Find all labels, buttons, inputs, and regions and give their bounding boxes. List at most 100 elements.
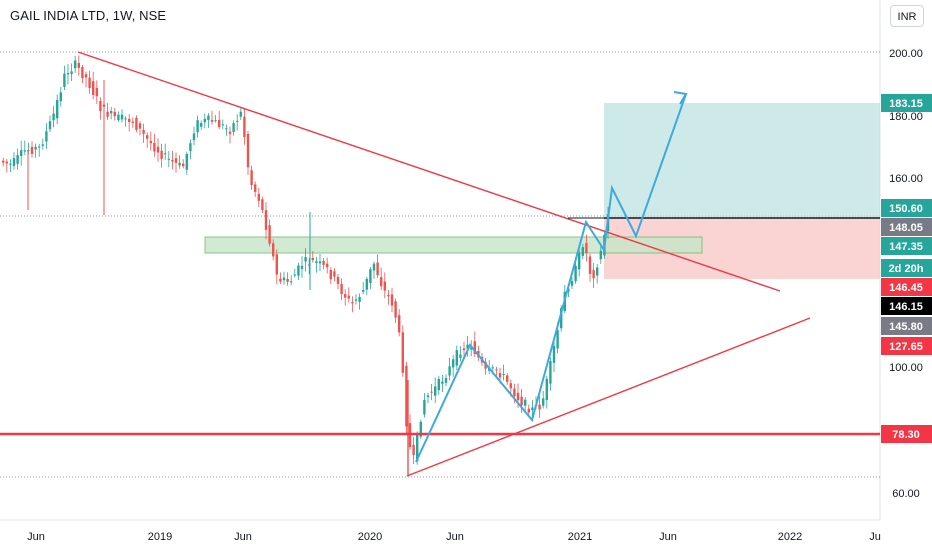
time-tick-label: Ju (869, 531, 881, 543)
candle-body (462, 348, 466, 351)
candle-body (160, 150, 163, 159)
candle-body (16, 155, 19, 164)
candle-body (189, 143, 192, 152)
candle-body (365, 278, 368, 290)
chart-title: GAIL INDIA LTD, 1W, NSE (10, 8, 167, 23)
price-label-box (881, 94, 932, 112)
candle-body (588, 256, 592, 274)
candle-body (236, 120, 239, 122)
candle-body (23, 150, 26, 152)
candle-body (344, 294, 347, 298)
candle-body (354, 299, 358, 301)
candle-body (498, 373, 502, 378)
candle-body (228, 131, 232, 134)
candle-body (434, 386, 437, 396)
candle-body (383, 281, 386, 291)
candle-body (131, 121, 134, 123)
candle-body (311, 257, 314, 261)
candle-body (455, 350, 458, 366)
price-tick-label: 180.00 (889, 111, 923, 123)
candle-body (279, 278, 282, 282)
candle-body (340, 284, 343, 295)
candle-body (581, 247, 584, 256)
candle-body (70, 71, 73, 74)
candle-body (41, 144, 44, 146)
candle-body (153, 142, 156, 152)
candle-body (142, 129, 145, 134)
candle-body (178, 162, 181, 166)
candle-body (380, 277, 383, 287)
currency-button[interactable]: INR (890, 5, 924, 27)
candle-body (243, 116, 246, 137)
candle-body (372, 263, 376, 271)
descending-trendline (77, 51, 781, 292)
candle-body (66, 72, 70, 75)
time-tick-label: 2020 (358, 531, 382, 543)
candle-body (333, 271, 336, 277)
candle-body (282, 277, 286, 281)
candle-body (171, 159, 174, 162)
candle-body (12, 158, 16, 166)
candle-body (308, 264, 311, 266)
candle-body (329, 269, 332, 280)
candle-body (405, 365, 408, 427)
price-label: 2d 20h (889, 263, 924, 275)
candle-body (473, 341, 476, 355)
candle-body (138, 123, 142, 129)
candle-body (74, 60, 77, 69)
candle-body (300, 265, 304, 269)
candle-body (290, 281, 293, 283)
candle-body (254, 184, 257, 192)
price-label: 127.65 (889, 341, 923, 353)
candle-body (466, 344, 469, 349)
candle-body (495, 369, 498, 371)
candle-body (34, 146, 37, 150)
price-label: 145.80 (889, 321, 923, 333)
candle-body (214, 120, 217, 122)
candle-body (441, 381, 444, 384)
candle-body (527, 408, 530, 413)
candle-body (20, 150, 23, 156)
projection-arrowhead (673, 91, 688, 105)
price-tick-label: 160.00 (889, 173, 923, 185)
candle-body (135, 117, 138, 130)
candle-body (196, 120, 199, 133)
candle-body (88, 77, 91, 89)
price-label-box (881, 278, 932, 296)
candle-body (45, 131, 48, 142)
candle-body (552, 346, 556, 363)
candle-body (491, 367, 494, 369)
candle-body (185, 153, 188, 170)
candle-body (578, 252, 581, 270)
candle-body (221, 124, 224, 126)
candle-body (394, 301, 397, 318)
candle-body (315, 261, 318, 264)
candle-body (513, 388, 516, 396)
candle-body (358, 296, 361, 302)
candle-body (156, 146, 160, 153)
candle-body (470, 347, 473, 350)
candle-body (81, 67, 84, 79)
candle-body (30, 146, 34, 154)
candle-body (210, 119, 214, 122)
candle-body (275, 254, 278, 275)
price-label: 147.35 (889, 241, 923, 253)
candle-body (387, 294, 390, 297)
candle-body (239, 111, 242, 117)
price-tick-label: 200.00 (889, 48, 923, 60)
candle-body (369, 269, 372, 283)
candle-body (506, 375, 509, 382)
candle-body (509, 383, 512, 389)
time-tick-label: Jun (446, 531, 464, 543)
candle-body (347, 295, 350, 299)
candle-body (92, 81, 95, 95)
candle-body (437, 378, 440, 391)
candle-body (128, 118, 131, 123)
candle-body (257, 193, 260, 201)
candle-body (99, 101, 102, 112)
candle-body (5, 161, 8, 164)
candle-body (416, 433, 419, 462)
candle-body (556, 330, 559, 349)
candle-body (84, 74, 88, 78)
